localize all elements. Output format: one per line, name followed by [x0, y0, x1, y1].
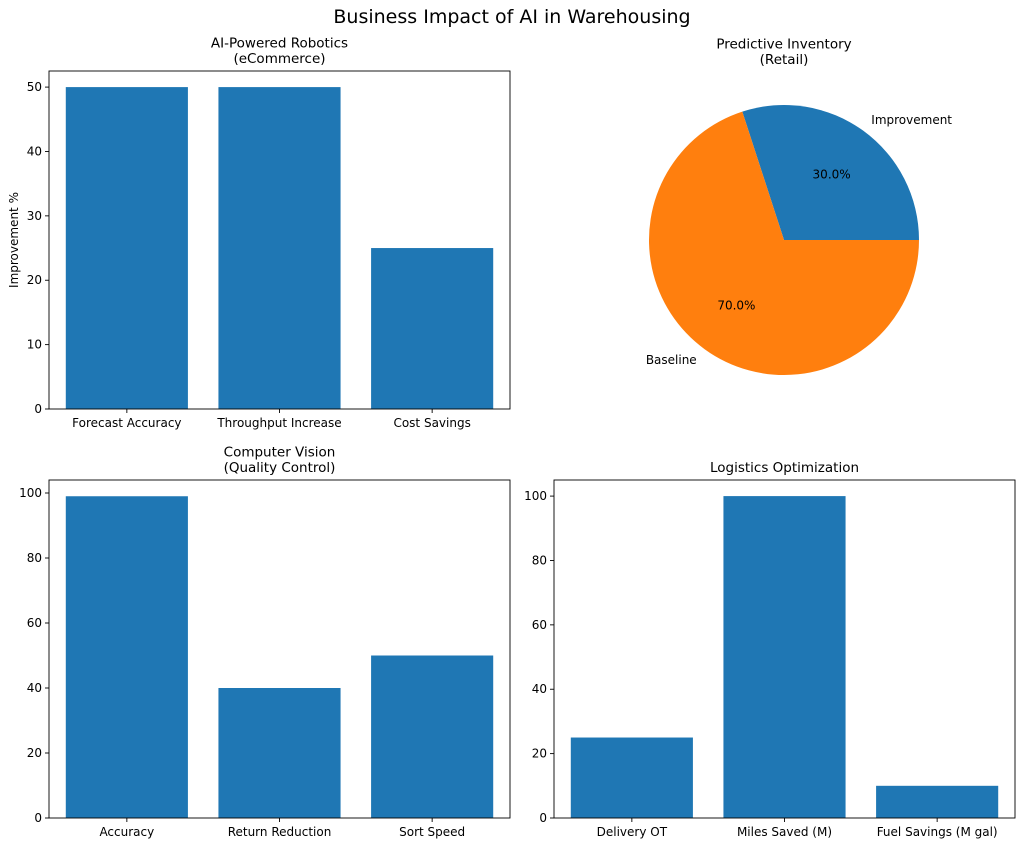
panel3-ytick-label-6: 100 [19, 486, 42, 500]
panel2-title-line-1: Predictive Inventory [716, 37, 851, 53]
panel3-title-line-1: Computer Vision [224, 445, 336, 461]
panel4-xtick-label-1: Delivery OT [597, 825, 668, 839]
panel2-title-line-2: (Retail) [760, 52, 809, 68]
panel4-bar-3 [876, 785, 999, 818]
panel1-ytick-label-2: 10 [27, 338, 42, 352]
panel3-bar-3 [371, 655, 494, 818]
panel2-slice-label-1: Improvement [871, 113, 952, 127]
panel4-title-line-1: Logistics Optimization [710, 460, 859, 476]
panel1-bar-1 [65, 87, 188, 409]
panel3-ytick-label-3: 40 [27, 681, 42, 695]
panel2-slice-pct-2: 70.0% [717, 299, 755, 313]
panel1-title-line-2: (eCommerce) [233, 51, 325, 67]
panel2-slice-1 [742, 104, 919, 240]
robotics-bar-chart: 0 10 20 30 40 50 Forecast Accuracy Throughput I… [7, 36, 511, 430]
panel1-title-line-1: AI-Powered Robotics [211, 36, 348, 52]
panel1-xtick-label-2: Throughput Increase [216, 416, 341, 430]
panel1-ytick-label-5: 40 [27, 144, 42, 158]
panel1-ytick-label-6: 50 [27, 80, 42, 94]
panel4-xtick-label-3: Fuel Savings (M gal) [877, 825, 998, 839]
panel1-ytick-label-4: 30 [27, 209, 42, 223]
panel1-bar-3 [371, 248, 494, 409]
logistics-bar-chart: 0 20 40 60 80 100 Delivery OT Miles Saved (M) Fu… [524, 460, 1016, 839]
panel1-ylabel: Improvement % [7, 192, 21, 288]
vision-bar-chart: 0 20 40 60 80 100 Accuracy Return Reduction Sort… [19, 445, 511, 839]
panel3-ytick-label-5: 80 [27, 551, 42, 565]
panel3-xtick-label-1: Accuracy [99, 825, 154, 839]
panel3-xtick-label-3: Sort Speed [399, 825, 465, 839]
panel3-title-line-2: (Quality Control) [224, 460, 336, 476]
panel4-ytick-label-3: 40 [532, 682, 547, 696]
panel4-bar-2 [723, 496, 846, 818]
panel3-ytick-label-1: 0 [34, 811, 42, 825]
panel1-ytick-label-3: 20 [27, 273, 42, 287]
panel4-ytick-label-1: 0 [539, 811, 547, 825]
panel1-xtick-label-1: Forecast Accuracy [72, 416, 181, 430]
panel3-bar-1 [65, 496, 188, 818]
panel1-ytick-label-1: 0 [34, 402, 42, 416]
panel2-slice-pct-1: 30.0% [813, 167, 851, 181]
panel3-bar-2 [218, 688, 341, 818]
panel3-ytick-label-2: 20 [27, 746, 42, 760]
panel4-bar-1 [570, 737, 693, 818]
panel1-xtick-label-3: Cost Savings [393, 416, 470, 430]
panel4-ytick-label-5: 80 [532, 553, 547, 567]
panel3-ytick-label-4: 60 [27, 616, 42, 630]
panel4-xtick-label-2: Miles Saved (M) [737, 825, 832, 839]
panel4-ytick-label-4: 60 [532, 618, 547, 632]
panel1-bar-2 [218, 87, 341, 409]
panel4-ytick-label-6: 100 [524, 489, 547, 503]
figure-title: Business Impact of AI in Warehousing [333, 6, 690, 28]
panel2-slice-2 [649, 111, 919, 375]
panel2-slice-label-2: Baseline [646, 353, 697, 367]
inventory-pie-chart: Improvement 30.0% Baseline 70.0% Predictive … [646, 37, 952, 375]
panel4-ytick-label-2: 20 [532, 747, 547, 761]
panel3-xtick-label-2: Return Reduction [228, 825, 332, 839]
